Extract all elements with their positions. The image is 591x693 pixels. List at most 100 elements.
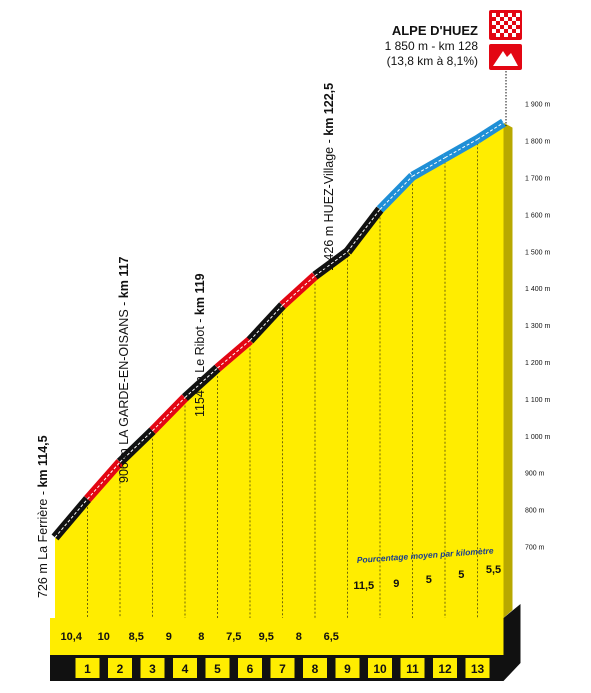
- km-blocks: [75, 658, 490, 678]
- km-marker-label: 6: [247, 662, 254, 676]
- checker-square: [504, 17, 508, 21]
- km-block: [75, 658, 100, 678]
- altitude-tick-label: 1 200 m: [525, 360, 550, 367]
- checker-square: [500, 21, 504, 25]
- gradient-label: 10: [98, 631, 110, 643]
- gradient-label: 11,5: [353, 580, 374, 592]
- road-centerline: [152, 397, 186, 432]
- altitude-tick-label: 700 m: [525, 545, 545, 552]
- gradient-label: 9: [393, 578, 399, 590]
- landmark-la-garde: 906 m LA GARDE-EN-OISANS - km 117: [117, 256, 131, 483]
- altitude-tick-label: 1 600 m: [525, 212, 550, 219]
- km-block: [433, 658, 457, 678]
- gradient-label: 5: [426, 574, 432, 586]
- svg-text:906 m LA GARDE-EN-OISANS - km: 906 m LA GARDE-EN-OISANS - km 117: [117, 256, 131, 483]
- gradient-label: 8: [198, 631, 204, 643]
- checker-square: [508, 29, 512, 33]
- km-block: [270, 658, 295, 678]
- altitude-tick-label: 1 100 m: [525, 397, 550, 404]
- road-centerline: [314, 251, 348, 277]
- road-centerline: [282, 275, 316, 306]
- road-centerline: [119, 430, 153, 463]
- road-centerline: [87, 461, 121, 500]
- svg-text:1 426 m HUEZ-Village - km 122,: 1 426 m HUEZ-Village - km 122,5: [322, 83, 336, 271]
- road-centerline: [217, 339, 251, 369]
- checker-square: [496, 33, 500, 37]
- km-block: [238, 658, 262, 678]
- gradient-label: 8: [296, 631, 302, 643]
- gradient-labels: 10,4 10 8,5 9 8 7,5 9,5 8 6,5 11,5 9 5 5 5,5: [61, 564, 502, 643]
- km-block: [465, 658, 490, 678]
- gradient-label: 9: [166, 631, 172, 643]
- km-block: [140, 658, 165, 678]
- landmark-le-ribot: 1154 m Le Ribot - km 119: [193, 273, 207, 417]
- km-labels: 1 2 3 4 5 6 7 8 9 10 11 12 13: [84, 662, 484, 676]
- landmark-huez-village: 1 426 m HUEZ-Village - km 122,5: [322, 83, 336, 271]
- altitude-tick-label: 1 500 m: [525, 249, 550, 256]
- gradient-label: 5,5: [486, 564, 501, 576]
- km-block: [368, 658, 392, 678]
- km-marker-label: 7: [279, 662, 286, 676]
- checker-square: [504, 25, 508, 29]
- checker-square: [508, 21, 512, 25]
- gradient-strip: [50, 618, 504, 655]
- km-marker-label: 13: [471, 662, 485, 676]
- gradient-label: 8,5: [129, 631, 144, 643]
- gradient-label: 10,4: [61, 631, 83, 643]
- km-marker-label: 12: [438, 662, 452, 676]
- km-gridlines: [87, 143, 478, 618]
- checker-square: [516, 21, 520, 25]
- checker-square: [512, 25, 516, 29]
- km-marker-label: 1: [84, 662, 91, 676]
- checker-square: [500, 13, 504, 17]
- checker-square: [492, 21, 496, 25]
- altitude-tick-label: 800 m: [525, 508, 545, 515]
- profile-road: [51, 118, 506, 541]
- profile-area: [55, 122, 504, 619]
- altitude-tick-label: 1 000 m: [525, 434, 550, 441]
- road-centerline: [249, 304, 283, 341]
- checker-square: [512, 17, 516, 21]
- checker-square: [492, 13, 496, 17]
- summit-name: ALPE D'HUEZ: [392, 23, 478, 38]
- altitude-tick-label: 1 700 m: [525, 176, 550, 183]
- checker-square: [500, 29, 504, 33]
- base-side: [503, 604, 521, 681]
- km-marker-label: 4: [182, 662, 189, 676]
- km-block: [205, 658, 230, 678]
- summit-climb: (13,8 km à 8,1%): [387, 54, 478, 68]
- km-marker-label: 8: [312, 662, 319, 676]
- gradient-label: 7,5: [226, 631, 241, 643]
- checker-square: [496, 25, 500, 29]
- altitude-axis: 700 m 800 m 900 m 1 000 m 1 100 m 1 200 m 1 30…: [525, 102, 550, 552]
- checker-square: [516, 29, 520, 33]
- altitude-tick-label: 900 m: [525, 471, 545, 478]
- svg-text:726 m La Ferrière - km 114,5: 726 m La Ferrière - km 114,5: [36, 435, 50, 598]
- km-block: [173, 658, 197, 678]
- road-centerline: [184, 367, 218, 398]
- landmark-la-ferriere: 726 m La Ferrière - km 114,5: [36, 435, 50, 598]
- altitude-tick-label: 1 900 m: [525, 102, 550, 109]
- km-block: [303, 658, 327, 678]
- gradient-label: 5: [458, 569, 464, 581]
- km-marker-label: 2: [117, 662, 124, 676]
- km-marker-label: 11: [406, 662, 419, 676]
- altitude-tick-label: 1 400 m: [525, 286, 550, 293]
- road-centerline: [412, 157, 446, 177]
- svg-text:1154 m Le Ribot - km 119: 1154 m Le Ribot - km 119: [193, 273, 207, 417]
- summit-alt-km: 1 850 m - km 128: [385, 39, 479, 53]
- km-block: [335, 658, 360, 678]
- km-block: [108, 658, 132, 678]
- road-centerline: [54, 498, 88, 538]
- profile-side-face: [503, 122, 513, 619]
- checker-square: [516, 13, 520, 17]
- road-centerline: [444, 138, 478, 159]
- gradient-label: 9,5: [259, 631, 274, 643]
- checker-square: [496, 17, 500, 21]
- km-block: [400, 658, 425, 678]
- road-centerline: [477, 122, 504, 140]
- checker-square: [504, 33, 508, 37]
- summit-flag-icon: [489, 10, 522, 126]
- km-marker-label: 3: [149, 662, 156, 676]
